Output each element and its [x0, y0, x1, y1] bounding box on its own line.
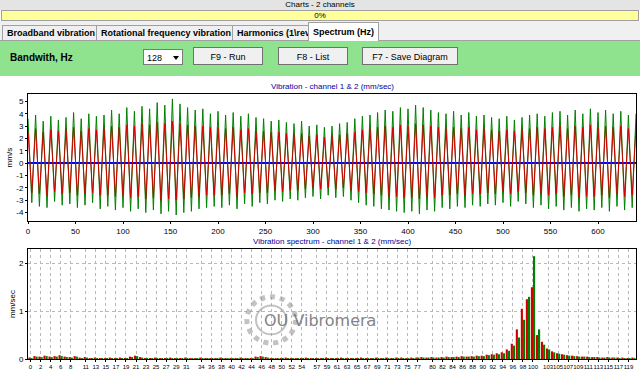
svg-text:115: 115 — [604, 364, 614, 370]
svg-text:36: 36 — [208, 364, 215, 370]
html-text:F7 - Save Diagram: F7 - Save Diagram — [372, 52, 448, 62]
svg-text:600: 600 — [591, 227, 605, 236]
svg-text:8: 8 — [69, 364, 73, 370]
svg-text:3: 3 — [19, 122, 24, 131]
svg-text:500: 500 — [496, 227, 510, 236]
html-text:0%: 0% — [314, 11, 326, 20]
svg-text:2: 2 — [39, 364, 43, 370]
svg-text:113: 113 — [594, 364, 604, 370]
svg-text:6: 6 — [59, 364, 63, 370]
svg-text:90: 90 — [479, 364, 486, 370]
svg-text:111: 111 — [584, 364, 594, 370]
svg-text:Vibration spectrum - channel 1: Vibration spectrum - channel 1 & 2 (mm/s… — [253, 237, 411, 246]
svg-text:119: 119 — [624, 364, 634, 370]
svg-text:96: 96 — [510, 364, 517, 370]
svg-text:100: 100 — [116, 227, 130, 236]
svg-text:57: 57 — [314, 364, 321, 370]
svg-text:400: 400 — [401, 227, 415, 236]
svg-text:105: 105 — [553, 364, 564, 370]
svg-text:77: 77 — [414, 364, 421, 370]
svg-text:88: 88 — [469, 364, 476, 370]
svg-text:-1: -1 — [16, 171, 24, 180]
svg-text:23: 23 — [143, 364, 150, 370]
svg-text:63: 63 — [344, 364, 351, 370]
html-text:F8 - List: F8 - List — [296, 52, 330, 62]
svg-text:109: 109 — [573, 364, 584, 370]
svg-text:29: 29 — [173, 364, 180, 370]
svg-text:46: 46 — [258, 364, 265, 370]
svg-text:-4: -4 — [16, 208, 24, 217]
svg-text:250: 250 — [259, 227, 273, 236]
svg-text:44: 44 — [248, 364, 255, 370]
svg-text:75: 75 — [404, 364, 411, 370]
svg-text:86: 86 — [459, 364, 466, 370]
svg-text:200: 200 — [211, 227, 225, 236]
svg-text:100: 100 — [528, 364, 539, 370]
svg-text:31: 31 — [183, 364, 190, 370]
svg-text:67: 67 — [364, 364, 371, 370]
svg-text:71: 71 — [384, 364, 391, 370]
html-text:Charts - 2 channels: Charts - 2 channels — [285, 0, 355, 9]
svg-text:2: 2 — [19, 134, 24, 143]
svg-text:40: 40 — [228, 364, 235, 370]
svg-text:-2: -2 — [16, 184, 24, 193]
svg-text:350: 350 — [354, 227, 368, 236]
svg-text:25: 25 — [153, 364, 160, 370]
svg-text:42: 42 — [238, 364, 245, 370]
svg-text:300: 300 — [306, 227, 320, 236]
svg-text:OU Vibromera: OU Vibromera — [264, 311, 376, 330]
svg-text:82: 82 — [439, 364, 446, 370]
html-text:Harmonics (1\rev) Spectrum (Hz: Harmonics (1\rev) Spectrum (Hz) — [237, 27, 374, 38]
svg-text:117: 117 — [614, 364, 624, 370]
svg-text:73: 73 — [394, 364, 401, 370]
html-text:Rotational frequency vibration: Rotational frequency vibration — [101, 28, 231, 38]
svg-text:4: 4 — [19, 110, 24, 119]
html-text:Broadband vibration: Broadband vibration — [7, 28, 95, 38]
svg-text:5: 5 — [19, 97, 24, 106]
svg-text:48: 48 — [268, 364, 275, 370]
svg-text:103: 103 — [543, 364, 554, 370]
svg-text:80: 80 — [429, 364, 436, 370]
svg-text:19: 19 — [123, 364, 130, 370]
svg-text:52: 52 — [288, 364, 295, 370]
svg-text:38: 38 — [218, 364, 225, 370]
svg-text:65: 65 — [354, 364, 361, 370]
svg-text:94: 94 — [499, 364, 506, 370]
svg-text:50: 50 — [71, 227, 80, 236]
svg-text:1: 1 — [19, 307, 24, 316]
svg-text:0: 0 — [29, 364, 33, 370]
svg-text:450: 450 — [449, 227, 463, 236]
svg-text:17: 17 — [113, 364, 120, 370]
svg-text:98: 98 — [520, 364, 527, 370]
svg-text:34: 34 — [198, 364, 205, 370]
svg-text:mm/s: mm/s — [5, 148, 14, 168]
svg-text:11: 11 — [83, 364, 90, 370]
svg-text:0: 0 — [19, 355, 24, 364]
svg-text:-3: -3 — [16, 196, 24, 205]
svg-text:mm/sec: mm/sec — [8, 290, 17, 318]
svg-text:0: 0 — [19, 159, 24, 168]
svg-text:84: 84 — [449, 364, 456, 370]
html-text:F9 - Run: F9 - Run — [210, 52, 246, 62]
svg-text:0: 0 — [26, 227, 31, 236]
svg-text:107: 107 — [563, 364, 574, 370]
svg-text:21: 21 — [133, 364, 140, 370]
svg-text:15: 15 — [103, 364, 110, 370]
svg-text:69: 69 — [374, 364, 381, 370]
svg-text:27: 27 — [163, 364, 170, 370]
html-text:128: 128 — [147, 53, 162, 63]
svg-text:54: 54 — [299, 364, 306, 370]
svg-text:13: 13 — [92, 364, 99, 370]
html-text:Bandwith, Hz: Bandwith, Hz — [10, 52, 73, 63]
svg-text:59: 59 — [324, 364, 331, 370]
svg-text:92: 92 — [489, 364, 496, 370]
svg-text:4: 4 — [49, 364, 53, 370]
svg-text:2: 2 — [19, 259, 24, 268]
svg-text:Vibration - channel 1 & 2 (mm/: Vibration - channel 1 & 2 (mm/sec) — [271, 82, 394, 91]
svg-text:50: 50 — [278, 364, 285, 370]
svg-text:1: 1 — [19, 147, 24, 156]
svg-text:550: 550 — [544, 227, 558, 236]
svg-text:150: 150 — [164, 227, 178, 236]
svg-text:61: 61 — [334, 364, 341, 370]
